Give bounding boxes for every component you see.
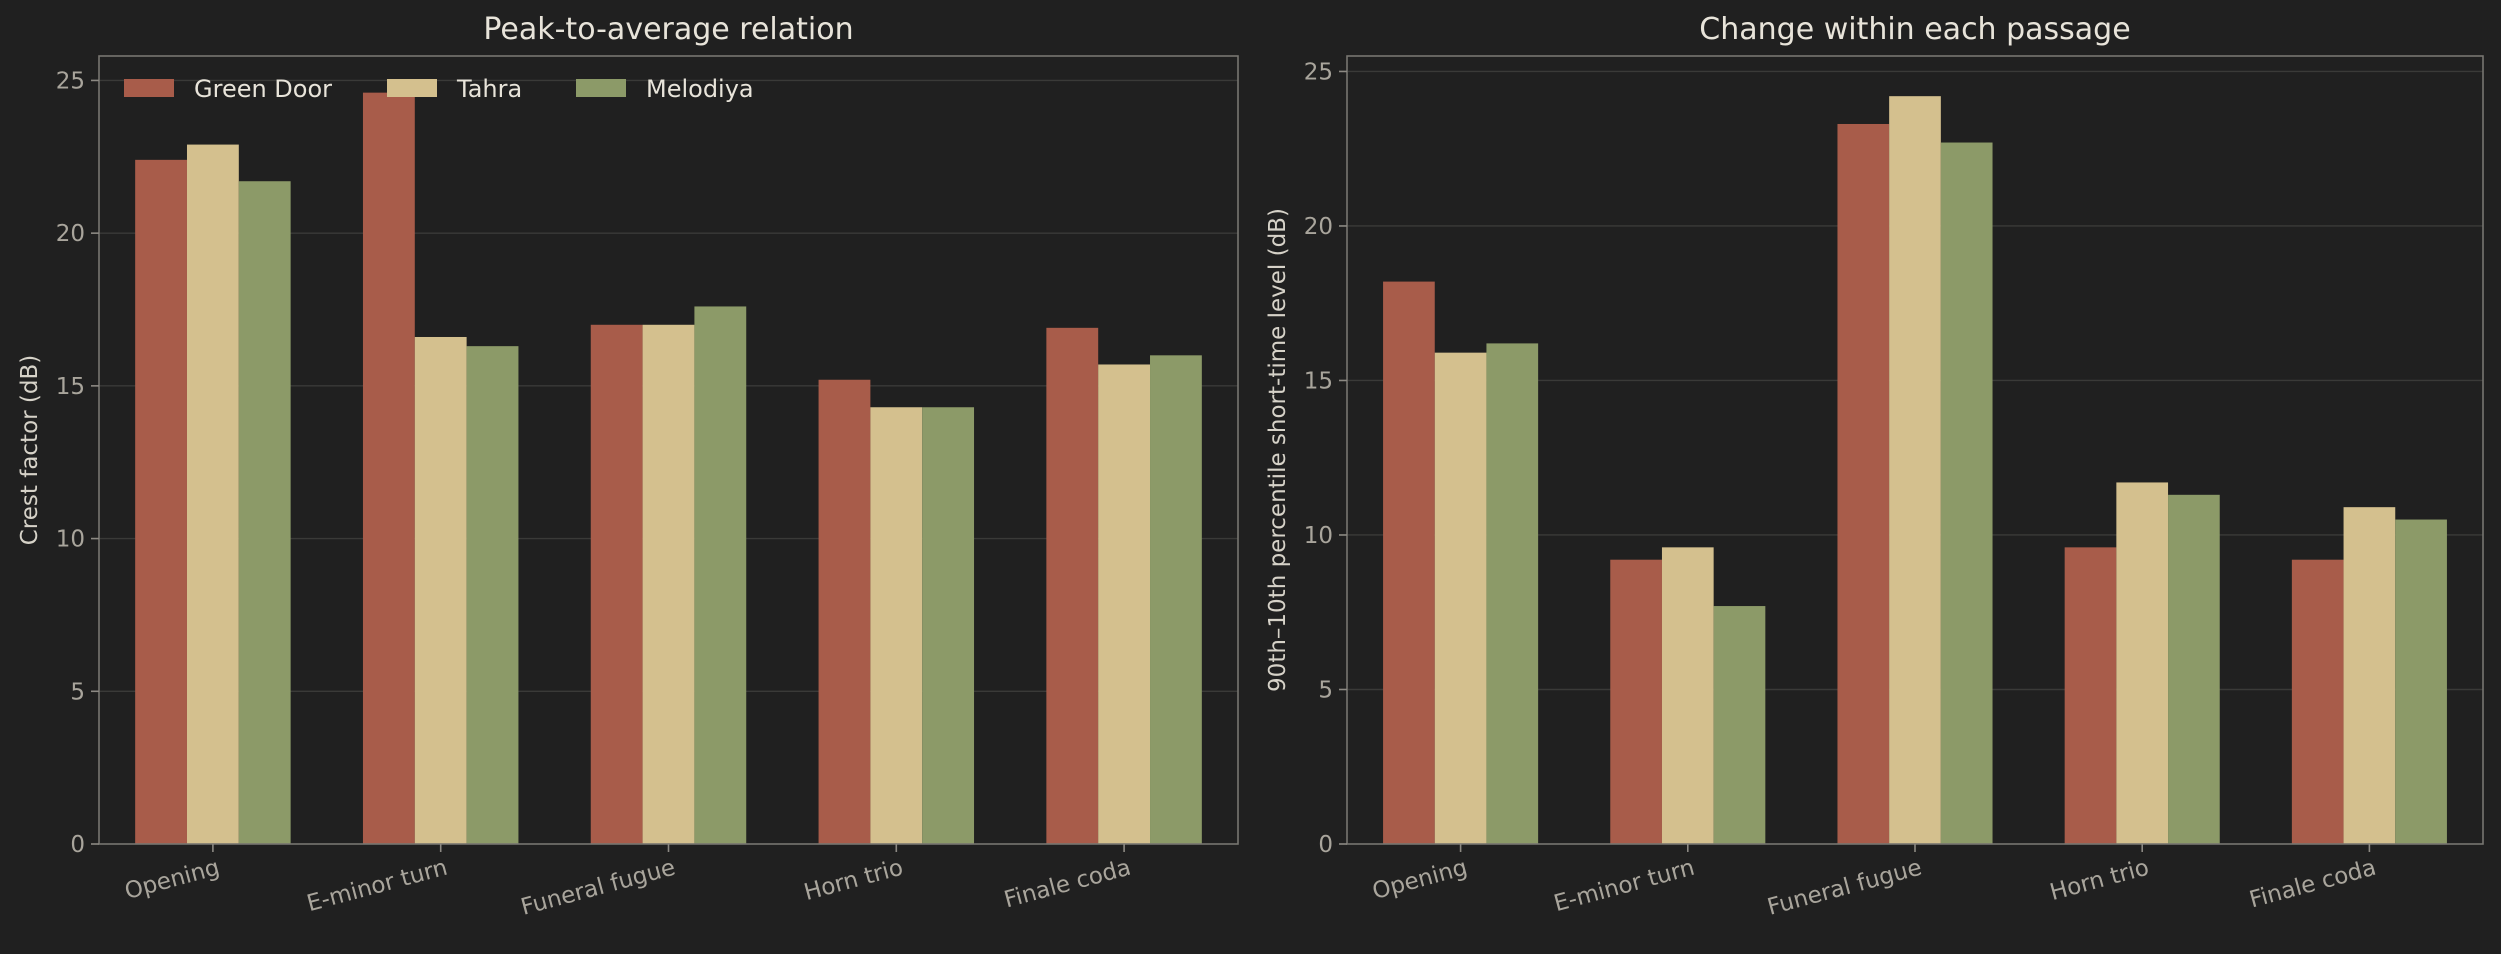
- bar-green-door-horn-trio: [818, 379, 871, 844]
- legend-swatch-melodiya: [576, 79, 626, 97]
- y-tick-label: 10: [56, 527, 85, 553]
- legend-swatch-green-door: [124, 79, 174, 97]
- x-tick-label-e-minor-turn: E-minor turn: [1551, 855, 1697, 917]
- bar-tahra-horn-trio: [870, 407, 923, 844]
- bar-green-door-finale-coda: [2291, 559, 2344, 844]
- x-tick-label-opening: Opening: [1370, 855, 1470, 905]
- bar-melodiya-e-minor-turn: [1713, 606, 1766, 844]
- y-tick-label: 10: [1304, 523, 1333, 549]
- x-tick-label-e-minor-turn: E-minor turn: [304, 855, 450, 917]
- bar-tahra-e-minor-turn: [1661, 547, 1714, 844]
- bar-melodiya-opening: [1486, 343, 1539, 844]
- legend-label-green-door: Green Door: [194, 75, 332, 103]
- y-tick-label: 0: [70, 832, 85, 858]
- y-tick-label: 15: [1304, 368, 1333, 394]
- bar-melodiya-opening: [238, 181, 291, 845]
- bar-melodiya-finale-coda: [2395, 519, 2447, 844]
- bar-green-door-horn-trio: [2064, 547, 2117, 844]
- bar-melodiya-horn-trio: [2168, 494, 2220, 844]
- bar-green-door-e-minor-turn: [362, 92, 415, 844]
- bar-melodiya-finale-coda: [1150, 355, 1202, 844]
- legend-label-tahra: Tahra: [456, 75, 522, 103]
- legend: Green Door Tahra Melodiya: [124, 75, 754, 103]
- y-tick-label: 5: [1318, 677, 1333, 703]
- y-axis-label: 90th–10th percentile short-time level (d…: [1265, 208, 1291, 692]
- bar-green-door-finale-coda: [1046, 327, 1099, 844]
- bar-tahra-finale-coda: [1098, 364, 1151, 844]
- bar-tahra-e-minor-turn: [414, 336, 467, 844]
- x-tick-label-horn-trio: Horn trio: [2047, 855, 2152, 906]
- y-tick-label: 15: [56, 374, 85, 400]
- bar-tahra-funeral-fugue: [1889, 96, 1941, 844]
- bar-tahra-horn-trio: [2116, 482, 2169, 844]
- y-tick-label: 0: [1318, 832, 1333, 858]
- bar-melodiya-funeral-fugue: [694, 306, 747, 845]
- bar-tahra-opening: [186, 144, 239, 845]
- y-tick-label: 25: [56, 68, 85, 94]
- y-tick-label: 20: [56, 221, 85, 247]
- bar-green-door-funeral-fugue: [1837, 123, 1890, 844]
- bar-green-door-opening: [1383, 281, 1435, 844]
- bar-green-door-funeral-fugue: [590, 324, 643, 844]
- x-tick-label-funeral-fugue: Funeral fugue: [1765, 855, 1925, 921]
- y-tick-label: 5: [70, 679, 85, 705]
- x-tick-label-finale-coda: Finale coda: [1001, 855, 1133, 914]
- panel-change-within-passage: 0 5 10 15 20 25 Opening E-minor turn Funeral fug…: [1265, 12, 2484, 921]
- x-tick-label-horn-trio: Horn trio: [801, 855, 906, 906]
- chart-title: Peak-to-average relation: [483, 12, 853, 47]
- x-tick-label-finale-coda: Finale coda: [2247, 855, 2379, 914]
- y-tick-label: 20: [1304, 214, 1333, 240]
- bar-melodiya-horn-trio: [922, 407, 975, 844]
- bar-green-door-opening: [135, 159, 187, 844]
- bar-tahra-funeral-fugue: [642, 324, 695, 844]
- panel-peak-to-average: 0 5 10 15 20 25 Opening E-minor turn Funeral fug…: [17, 12, 1239, 921]
- bar-green-door-e-minor-turn: [1610, 559, 1662, 844]
- y-tick-label: 25: [1304, 59, 1333, 85]
- legend-label-melodiya: Melodiya: [646, 75, 754, 103]
- bar-melodiya-funeral-fugue: [1940, 142, 1993, 844]
- x-tick-label-opening: Opening: [122, 855, 222, 905]
- y-axis-label: Crest factor (dB): [17, 355, 43, 546]
- bar-tahra-finale-coda: [2343, 507, 2396, 844]
- legend-swatch-tahra: [387, 79, 437, 97]
- x-tick-label-funeral-fugue: Funeral fugue: [518, 855, 678, 921]
- bar-tahra-opening: [1434, 352, 1487, 844]
- chart-title: Change within each passage: [1699, 12, 2130, 47]
- bar-melodiya-e-minor-turn: [466, 346, 519, 844]
